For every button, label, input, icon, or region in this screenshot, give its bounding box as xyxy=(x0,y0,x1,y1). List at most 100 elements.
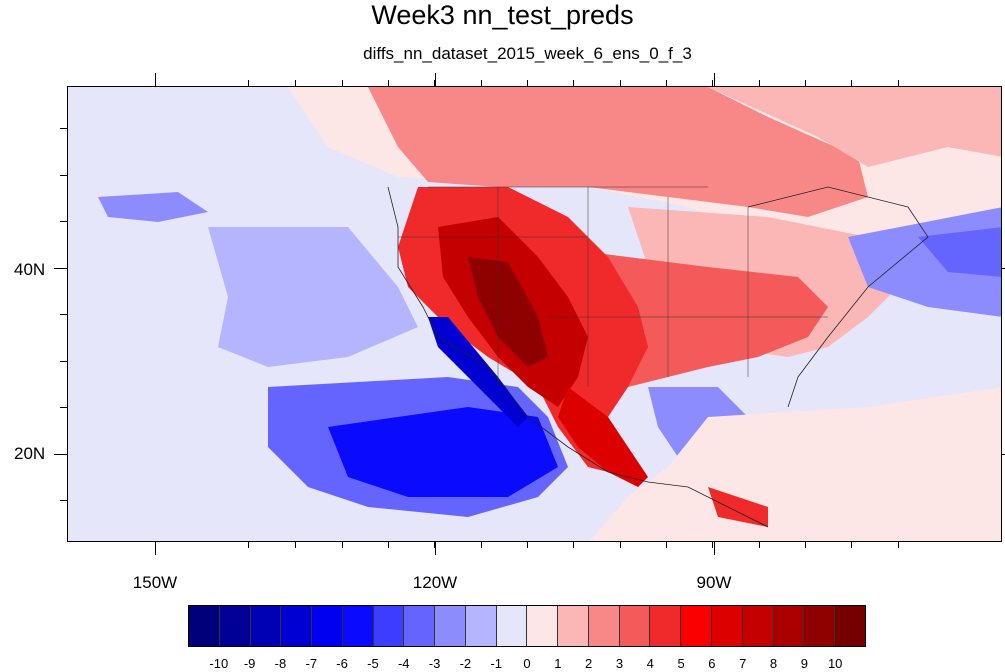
axis-tick xyxy=(898,80,899,86)
colorbar-tick-label: -4 xyxy=(397,656,410,671)
field-caribbean-pink xyxy=(589,387,1001,541)
colorbar-cell xyxy=(558,606,589,646)
colorbar-tick-label: -2 xyxy=(459,656,472,671)
colorbar-tick-label: 2 xyxy=(585,656,593,671)
axis-tick xyxy=(60,221,67,222)
axis-tick xyxy=(388,80,389,86)
colorbar-tick-label: 6 xyxy=(708,656,716,671)
field-mexico xyxy=(558,387,648,487)
contour-map xyxy=(68,87,1001,541)
colorbar-cell xyxy=(189,606,220,646)
axis-tick xyxy=(898,542,899,548)
colorbar-cell xyxy=(527,606,559,646)
axis-tick xyxy=(527,80,528,86)
coastline xyxy=(387,186,769,528)
colorbar-tick-label: 7 xyxy=(739,656,747,671)
field-central-america-red xyxy=(708,487,768,527)
colorbar-tick-label: -10 xyxy=(209,656,229,671)
axis-tick xyxy=(388,542,389,548)
axis-tick xyxy=(60,361,67,362)
colorbar-tick-label: -9 xyxy=(243,656,256,671)
field-southwest-darkest xyxy=(468,257,548,367)
state-borders xyxy=(398,186,828,387)
colorbar-tick-label: -7 xyxy=(305,656,318,671)
axis-tick xyxy=(434,80,435,86)
field-canada-light xyxy=(708,87,1001,167)
field-pacific-blue-core xyxy=(328,407,558,497)
lon-label-120w: 120W xyxy=(412,573,458,592)
colorbar-cell xyxy=(404,606,436,646)
colorbar-cell xyxy=(281,606,313,646)
colorbar-cell xyxy=(835,606,865,646)
axis-tick xyxy=(666,542,667,548)
colorbar-tick-label: 1 xyxy=(554,656,562,671)
axis-tick xyxy=(714,542,715,555)
axis-tick xyxy=(759,542,760,548)
axis-tick xyxy=(54,268,67,269)
chart-title: Week3 nn_test_preds xyxy=(371,0,634,30)
colorbar-tick-label: 3 xyxy=(615,656,624,671)
axis-tick xyxy=(620,80,621,86)
axis-tick xyxy=(481,80,482,86)
axis-tick xyxy=(481,542,482,548)
east-coastline xyxy=(747,186,929,408)
colorbar-cell xyxy=(619,606,651,646)
axis-tick xyxy=(60,128,67,129)
colorbar-cell xyxy=(465,606,497,646)
field-pacific-blue-mid xyxy=(208,227,418,367)
colorbar-cell xyxy=(342,606,374,646)
colorbar-tick-label: -1 xyxy=(490,656,502,671)
colorbar-cell xyxy=(373,606,405,646)
axis-tick xyxy=(435,542,436,555)
axis-tick xyxy=(573,542,574,548)
colorbar-tick-label: 9 xyxy=(800,656,808,671)
axis-tick xyxy=(434,542,435,548)
colorbar xyxy=(188,605,866,647)
colorbar-cell xyxy=(496,606,528,646)
colorbar-tick-label: 5 xyxy=(677,656,685,671)
colorbar-cell xyxy=(250,606,282,646)
colorbar-cell xyxy=(712,606,743,646)
axis-tick xyxy=(60,175,67,176)
field-atlantic-blue-core xyxy=(918,227,1001,277)
axis-tick xyxy=(295,80,296,86)
axis-tick xyxy=(60,500,67,501)
field-gulf-california-blue xyxy=(428,317,528,427)
axis-tick xyxy=(527,542,528,548)
colorbar-cell xyxy=(588,606,620,646)
axis-tick xyxy=(155,73,156,86)
colorbar-tick-label: -6 xyxy=(336,656,348,671)
colorbar-cell xyxy=(773,606,805,646)
colorbar-tick-label: 8 xyxy=(769,656,778,671)
colorbar-tick-label: -8 xyxy=(274,656,287,671)
axis-tick xyxy=(620,542,621,548)
colorbar-cell xyxy=(742,606,774,646)
colorbar-cell xyxy=(219,606,251,646)
colorbar-cell xyxy=(681,606,713,646)
axis-tick xyxy=(435,73,436,86)
axis-tick xyxy=(1002,454,1005,455)
axis-tick xyxy=(1002,268,1005,269)
axis-tick xyxy=(248,80,249,86)
chart-subtitle: diffs_nn_dataset_2015_week_6_ens_0_f_3 xyxy=(363,44,692,63)
axis-tick xyxy=(712,80,713,86)
lat-label-20n: 20N xyxy=(14,444,46,463)
map-panel xyxy=(67,86,1002,542)
axis-tick xyxy=(295,542,296,548)
axis-tick xyxy=(805,80,806,86)
lat-label-40n: 40N xyxy=(14,260,46,279)
colorbar-tick-label: 0 xyxy=(523,656,531,671)
axis-tick xyxy=(342,542,343,548)
colorbar-tick-label: 10 xyxy=(827,656,843,671)
axis-tick xyxy=(666,80,667,86)
colorbar-cell xyxy=(435,606,466,646)
axis-tick xyxy=(805,542,806,548)
axis-tick xyxy=(759,80,760,86)
axis-tick xyxy=(851,542,852,548)
field-pacific-blue-west xyxy=(98,192,208,222)
colorbar-tick-label: -3 xyxy=(428,656,441,671)
axis-tick xyxy=(248,542,249,548)
axis-tick xyxy=(60,314,67,315)
colorbar-tick-label: 4 xyxy=(646,656,654,671)
colorbar-tick-label: -5 xyxy=(367,656,379,671)
